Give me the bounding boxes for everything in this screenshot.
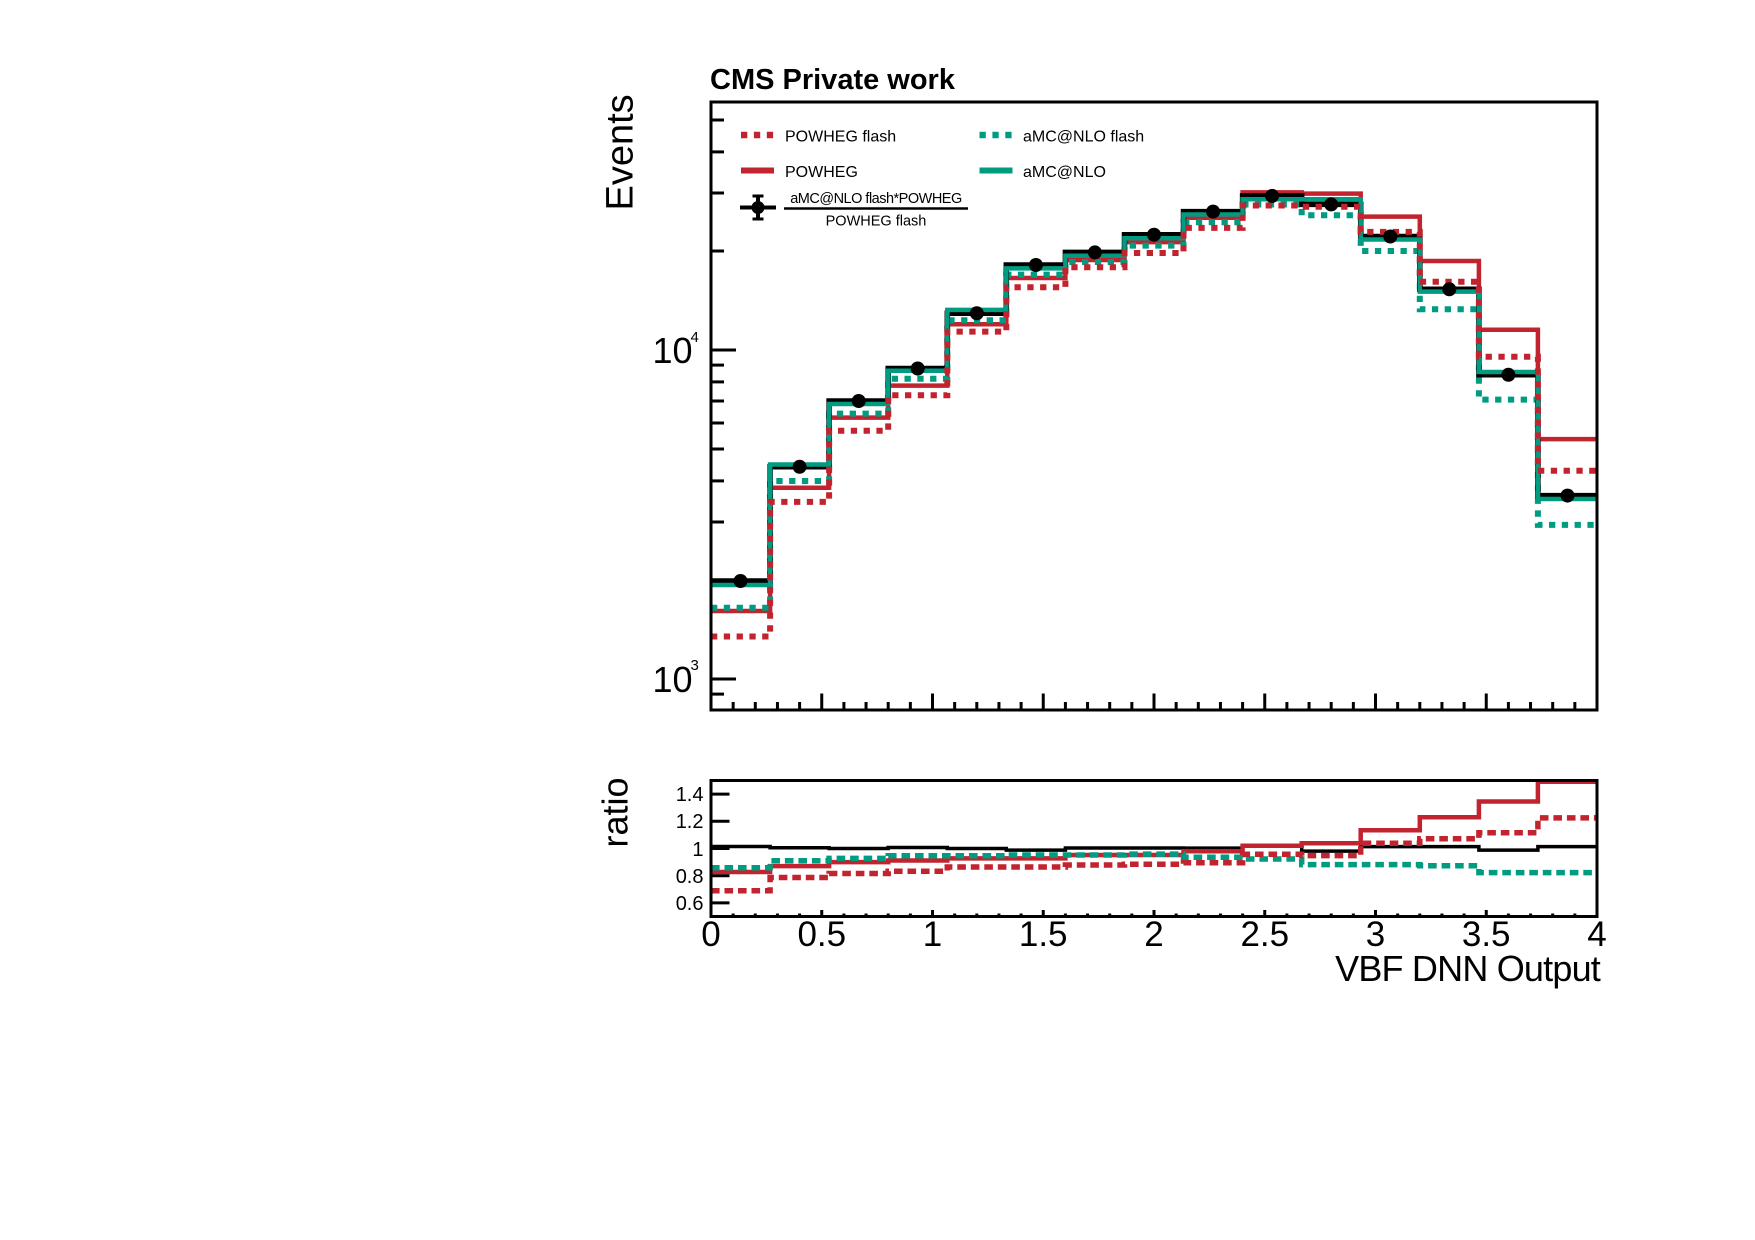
svg-text:1: 1 bbox=[923, 915, 942, 954]
svg-text:3: 3 bbox=[691, 657, 699, 674]
svg-text:1: 1 bbox=[692, 839, 703, 861]
svg-text:4: 4 bbox=[691, 329, 699, 346]
svg-text:1.5: 1.5 bbox=[1019, 915, 1068, 954]
svg-text:3.5: 3.5 bbox=[1462, 915, 1511, 954]
svg-text:0.5: 0.5 bbox=[797, 915, 846, 954]
svg-text:0: 0 bbox=[701, 915, 720, 954]
svg-text:POWHEG flash: POWHEG flash bbox=[826, 214, 927, 230]
svg-text:1.2: 1.2 bbox=[676, 811, 704, 833]
svg-text:aMC@NLO: aMC@NLO bbox=[1023, 164, 1106, 181]
svg-text:POWHEG flash: POWHEG flash bbox=[785, 129, 896, 146]
svg-text:0.6: 0.6 bbox=[676, 893, 704, 915]
svg-text:2.5: 2.5 bbox=[1240, 915, 1289, 954]
svg-text:10: 10 bbox=[652, 659, 692, 700]
svg-text:CMS Private work: CMS Private work bbox=[710, 64, 956, 96]
svg-text:2: 2 bbox=[1144, 915, 1163, 954]
svg-text:Events: Events bbox=[600, 94, 642, 210]
svg-text:VBF DNN Output: VBF DNN Output bbox=[1335, 948, 1601, 989]
svg-text:aMC@NLO flash: aMC@NLO flash bbox=[1023, 129, 1144, 146]
svg-text:POWHEG: POWHEG bbox=[785, 164, 858, 181]
svg-text:aMC@NLO flash*POWHEG: aMC@NLO flash*POWHEG bbox=[790, 191, 962, 207]
svg-text:4: 4 bbox=[1587, 915, 1606, 954]
svg-text:3: 3 bbox=[1366, 915, 1385, 954]
svg-text:ratio: ratio bbox=[595, 777, 636, 847]
svg-text:1.4: 1.4 bbox=[676, 784, 704, 806]
svg-text:10: 10 bbox=[652, 330, 692, 371]
svg-text:0.8: 0.8 bbox=[676, 866, 704, 888]
